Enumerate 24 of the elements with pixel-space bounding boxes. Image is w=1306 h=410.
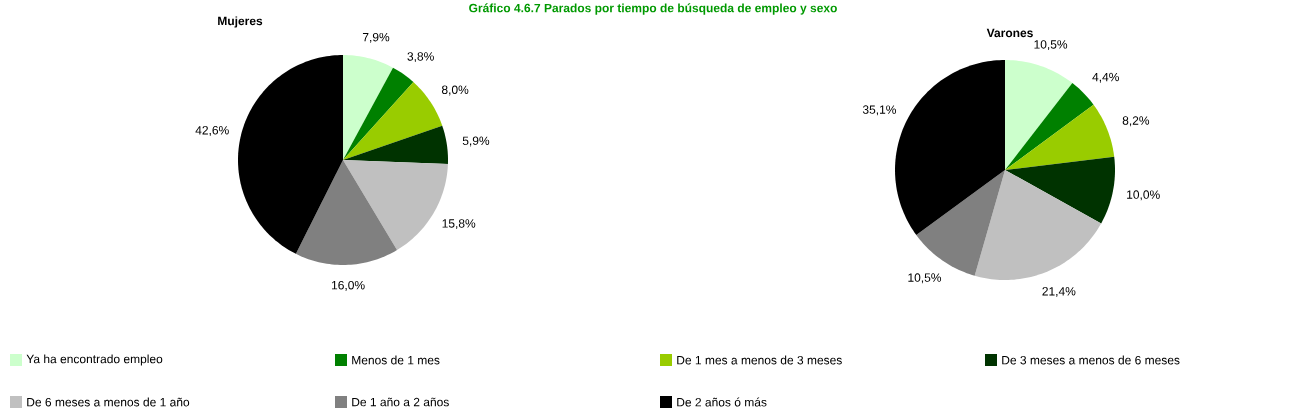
data-label: 21,4% <box>1042 287 1076 297</box>
data-label: 8,0% <box>441 85 469 96</box>
data-label: 10,5% <box>1034 40 1068 51</box>
legend-label: De 1 mes a menos de 3 meses <box>677 355 842 365</box>
data-label: 35,1% <box>862 105 897 116</box>
data-label: 16,0% <box>331 280 365 291</box>
data-label: 4,4% <box>1092 72 1119 83</box>
chart-title: Mujeres <box>218 16 263 28</box>
legend-label: Ya ha encontrado empleo <box>26 354 163 366</box>
legend-label: De 3 meses a menos de 6 meses <box>1002 355 1180 365</box>
legend-label: Menos de 1 mes <box>352 355 440 365</box>
data-label: 5,9% <box>462 136 490 147</box>
data-label: 15,8% <box>442 219 476 230</box>
text: Gráfico 4.6.7 Parados por tiempo de búsqueda de empleo y sexo <box>469 3 837 15</box>
legend-label: De 6 meses a menos de 1 año <box>27 397 190 407</box>
chart-title: Varones <box>986 28 1033 38</box>
data-label: 10,5% <box>908 273 942 284</box>
data-label: 7,9% <box>362 32 390 43</box>
data-label: 42,6% <box>195 126 229 136</box>
legend-label: De 1 año a 2 años <box>352 397 449 407</box>
legend-label: De 2 años ó más <box>677 397 767 407</box>
data-label: 10,0% <box>1127 190 1160 201</box>
data-label: 3,8% <box>407 52 434 63</box>
data-label: 8,2% <box>1122 116 1150 127</box>
